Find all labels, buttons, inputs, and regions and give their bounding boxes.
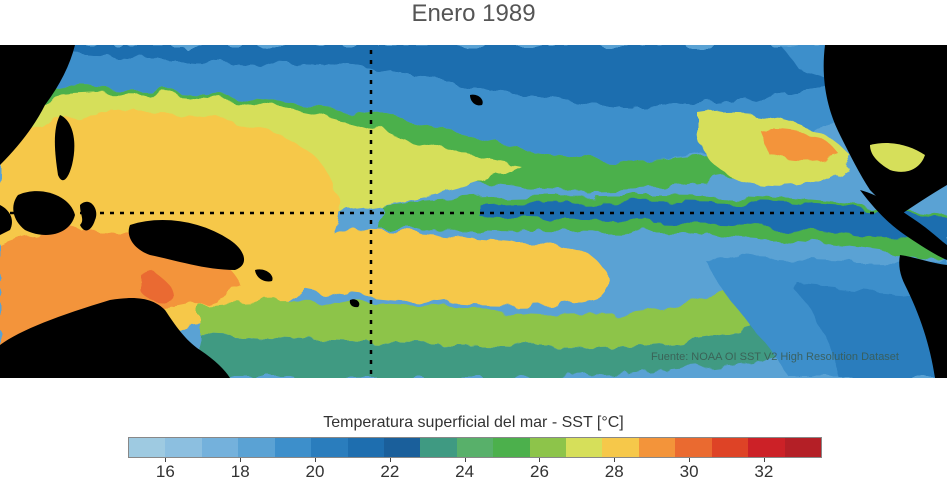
colorbar-swatch — [129, 438, 166, 457]
colorbar-swatch — [420, 438, 457, 457]
colorbar-swatch — [456, 438, 494, 457]
sst-south-teal — [200, 325, 790, 378]
colorbar-tick-mark — [614, 458, 616, 462]
colorbar-tick-mark — [464, 458, 466, 462]
sst-south-warm-band — [250, 230, 608, 306]
land-north-america — [823, 45, 947, 215]
colorbar-swatch — [711, 438, 749, 457]
colorbar-tick-label: 18 — [230, 462, 250, 481]
colorbar-swatch — [675, 438, 712, 457]
land-masses — [0, 45, 947, 378]
sst-south-green-band — [200, 285, 760, 347]
land-solomon — [255, 269, 273, 282]
sst-central-america-hot — [760, 129, 840, 161]
colorbar-tick-label: 26 — [529, 462, 549, 481]
colorbar-tick-label: 30 — [679, 462, 699, 481]
colorbar-swatch — [274, 438, 312, 457]
colorbar-tick-mark — [763, 458, 765, 462]
colorbar-tick-mark — [389, 458, 391, 462]
colorbar-swatch — [238, 438, 275, 457]
colorbar-swatch — [201, 438, 239, 457]
colorbar-swatch — [493, 438, 530, 457]
colorbar-swatch — [383, 438, 421, 457]
land-new-guinea — [128, 220, 245, 270]
colorbar-swatch — [347, 438, 384, 457]
colorbar-tick-label: 24 — [455, 462, 475, 481]
colorbar — [128, 437, 822, 458]
data-source-note: Fuente: NOAA OI SST V2 High Resolution D… — [650, 351, 899, 363]
sst-map — [0, 45, 947, 378]
colorbar-tick-label: 32 — [754, 462, 774, 481]
sst-hot-spot — [140, 274, 171, 302]
land-borneo — [13, 191, 75, 235]
colorbar-swatch — [529, 438, 567, 457]
land-philippines — [54, 115, 75, 181]
colorbar-title: Temperatura superficial del mar - SST [°… — [323, 414, 624, 431]
land-sulawesi — [80, 201, 97, 231]
sst-band-north-cold — [0, 45, 947, 108]
land-fiji — [349, 299, 360, 308]
colorbar-tick-mark — [315, 458, 317, 462]
colorbar-tick-mark — [689, 458, 691, 462]
colorbar-swatch — [748, 438, 785, 457]
colorbar-tick-label: 22 — [380, 462, 400, 481]
land-central-america — [860, 190, 947, 260]
sst-caribbean — [870, 143, 925, 172]
colorbar-tick-mark — [240, 458, 242, 462]
land-hawaii — [470, 94, 483, 106]
colorbar-swatch — [566, 438, 603, 457]
colorbar-swatch — [602, 438, 639, 457]
land-asia-north — [0, 45, 75, 165]
colorbar-tick-mark — [165, 458, 167, 462]
colorbar-swatch — [165, 438, 202, 457]
land-australia — [0, 298, 230, 378]
colorbar-tick-label: 16 — [155, 462, 175, 481]
land-south-america — [899, 255, 947, 378]
map-title: Enero 1989 — [411, 0, 536, 27]
colorbar-swatch — [638, 438, 676, 457]
colorbar-tick-mark — [539, 458, 541, 462]
colorbar-swatch — [311, 438, 348, 457]
colorbar-ticks: 16 18 20 22 24 26 28 30 32 — [0, 458, 947, 481]
sst-southeast-cooler — [800, 285, 947, 378]
colorbar-tick-label: 28 — [604, 462, 624, 481]
colorbar-tick-label: 20 — [305, 462, 325, 481]
colorbar-swatch — [784, 438, 822, 457]
